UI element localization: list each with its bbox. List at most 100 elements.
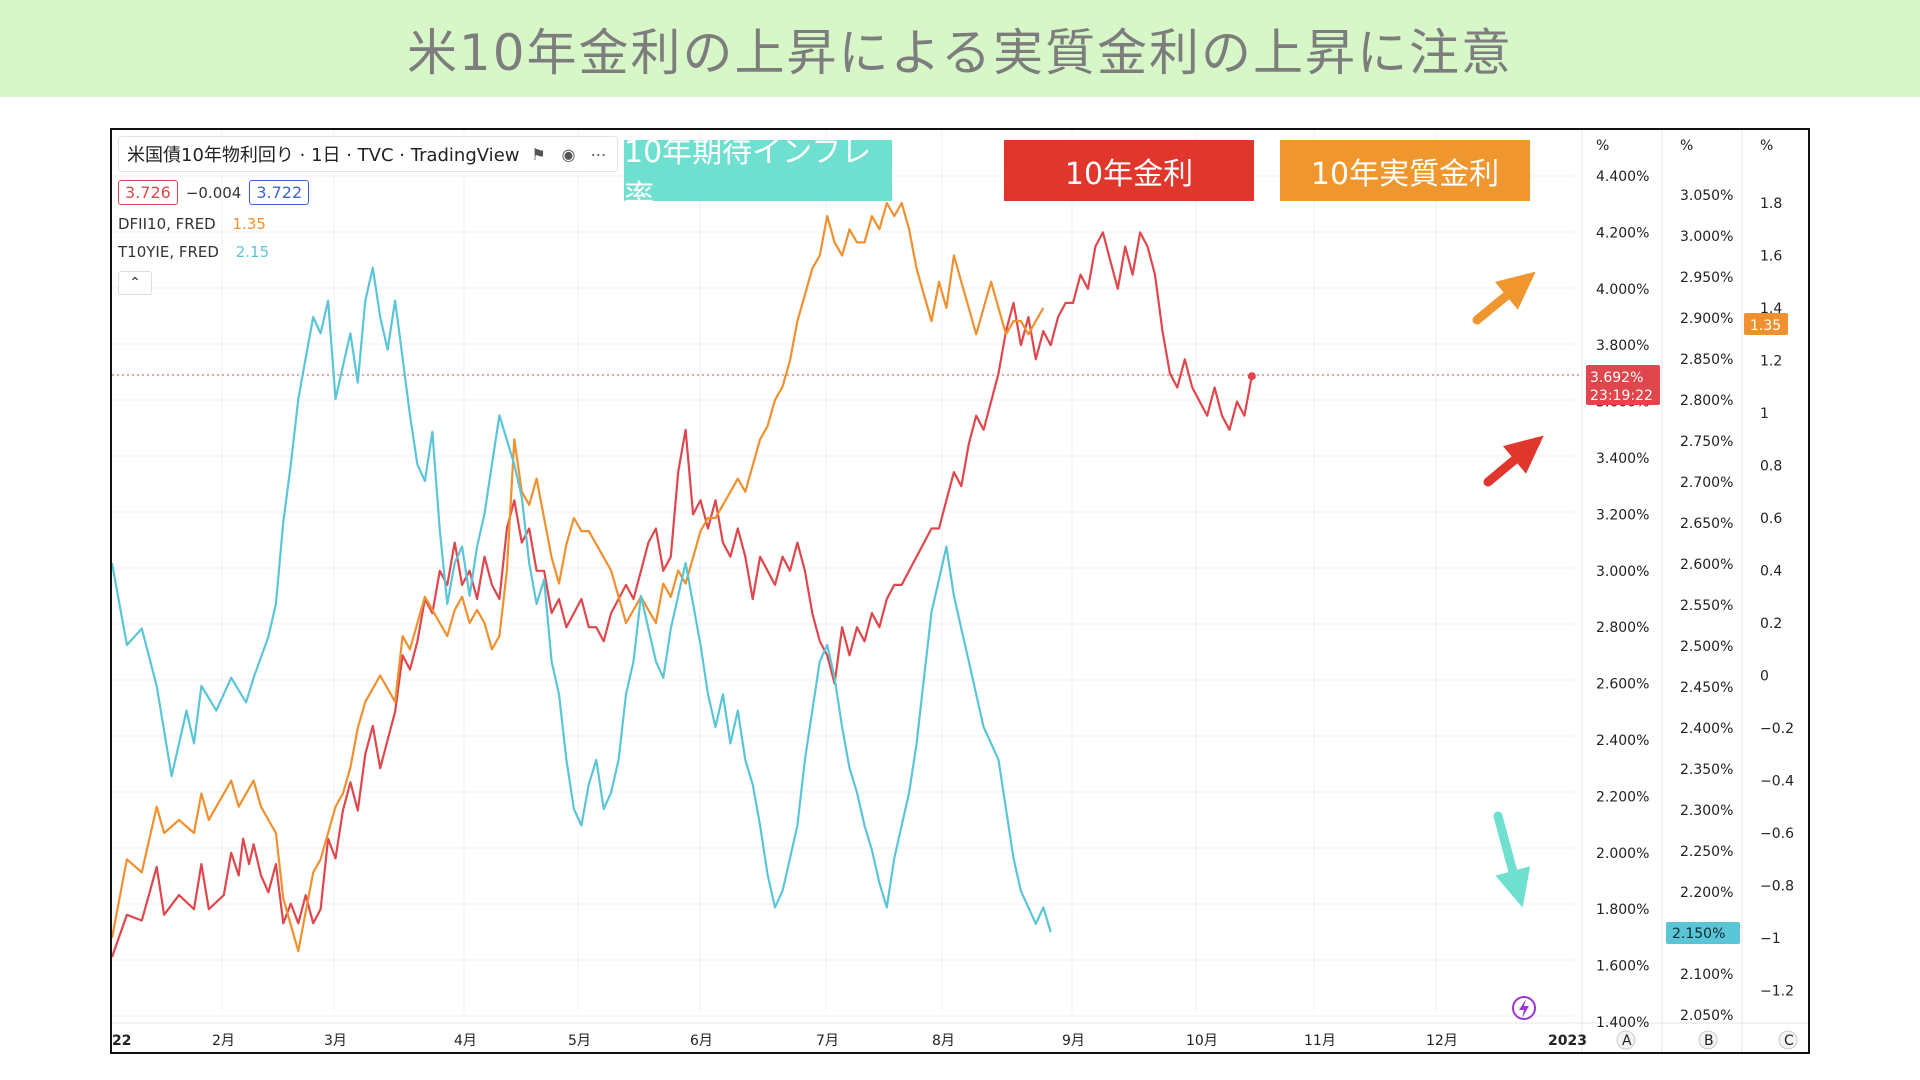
axis-c-tick-label: 1.6 — [1760, 249, 1782, 265]
badge-orange-value: 1.35 — [1750, 318, 1781, 334]
series-line-inflation[interactable] — [112, 266, 1052, 933]
axis-b-tick-label: 2.950% — [1680, 270, 1733, 286]
axis-a-tick-label: 3.800% — [1596, 338, 1649, 354]
axis-b-tick-label: 3.050% — [1680, 188, 1733, 204]
series-dfii10-name: DFII10, FRED — [118, 215, 216, 233]
chevron-up-icon: ⌃ — [129, 275, 141, 291]
symbol-title: 米国債10年物利回り · 1日 · TVC · TradingView — [127, 145, 520, 166]
axis-b-unit: % — [1680, 138, 1693, 154]
arrow-orange-head — [1494, 271, 1536, 310]
axis-a-tick-label: 4.400% — [1596, 169, 1649, 185]
x-tick-label: 4月 — [454, 1033, 477, 1049]
bid-price[interactable]: 3.726 — [118, 180, 178, 205]
flag-icon[interactable]: ⚑ — [531, 144, 546, 164]
arrow-cyan-head — [1495, 866, 1531, 908]
lightning-icon-bolt — [1519, 999, 1529, 1018]
x-tick-label: 2月 — [212, 1033, 235, 1049]
x-tick-label: 6月 — [690, 1033, 713, 1049]
axis-a-tick-label: 3.400% — [1596, 451, 1649, 467]
x-tick-label: 2023 — [1548, 1033, 1587, 1049]
axis-c-tick-label: 0 — [1760, 669, 1769, 685]
axis-b-button[interactable] — [1698, 1030, 1718, 1050]
axis-a-tick-label: 1.800% — [1596, 902, 1649, 918]
badge-red — [1586, 365, 1660, 405]
x-tick-label: 5月 — [568, 1033, 591, 1049]
axis-c-tick-label: 1 — [1760, 406, 1769, 422]
axis-c-tick-label: −0.8 — [1760, 879, 1794, 895]
chart-svg[interactable]: %%%4.400%4.200%4.000%3.800%3.600%3.400%3… — [112, 130, 1808, 1052]
axis-c-button-label[interactable]: C — [1784, 1033, 1794, 1049]
axis-b-tick-label: 3.000% — [1680, 229, 1733, 245]
axis-a-tick-label: 2.400% — [1596, 733, 1649, 749]
axis-b-tick-label: 2.050% — [1680, 1008, 1733, 1024]
axis-b-button-label[interactable]: B — [1704, 1033, 1714, 1049]
axis-b-tick-label: 2.100% — [1680, 967, 1733, 983]
series-dfii10[interactable]: DFII10, FRED 1.35 — [118, 215, 618, 233]
axis-c-button[interactable] — [1778, 1030, 1798, 1050]
axis-a-tick-label: 2.200% — [1596, 789, 1649, 805]
more-icon[interactable]: ⋯ — [590, 144, 607, 164]
badge-orange — [1744, 313, 1788, 335]
axis-a-tick-label: 1.600% — [1596, 959, 1649, 975]
badge-cyan-value: 2.150% — [1672, 926, 1725, 942]
x-tick-label: 22 — [112, 1033, 131, 1049]
x-tick-label: 3月 — [324, 1033, 347, 1049]
axis-b-tick-label: 2.900% — [1680, 311, 1733, 327]
x-tick-label: 11月 — [1304, 1033, 1336, 1049]
axis-c-tick-label: 0.6 — [1760, 511, 1782, 527]
axis-c-tick-label: −1 — [1760, 931, 1781, 947]
axis-b-tick-label: 2.800% — [1680, 393, 1733, 409]
banner-title: 米10年金利の上昇による実質金利の上昇に注意 — [406, 23, 1514, 82]
price-row: 3.726 −0.004 3.722 — [118, 180, 618, 205]
legend-10y-yield-label: 10年金利 — [1064, 156, 1194, 192]
legend-expected-inflation-label: 10年期待インフレ率 — [624, 134, 872, 214]
axis-b-tick-label: 2.300% — [1680, 803, 1733, 819]
series-t10yie[interactable]: T10YIE, FRED 2.15 — [118, 243, 618, 261]
axis-c-tick-label: −0.4 — [1760, 774, 1794, 790]
eye-icon[interactable]: ◉ — [561, 144, 576, 164]
axis-a-tick-label: 1.400% — [1596, 1015, 1649, 1031]
axis-a-tick-label: 3.000% — [1596, 564, 1649, 580]
chart-info-panel: 米国債10年物利回り · 1日 · TVC · TradingView ⚑ ◉ … — [118, 136, 619, 295]
axis-a-tick-label: 2.000% — [1596, 846, 1649, 862]
axis-c-tick-label: 0.2 — [1760, 616, 1782, 632]
legend-10y-yield: 10年金利 — [1004, 140, 1254, 201]
badge-red-time: 23:19:22 — [1590, 388, 1653, 404]
axis-b-tick-label: 2.600% — [1680, 557, 1733, 573]
x-tick-label: 8月 — [932, 1033, 955, 1049]
legend-expected-inflation: 10年期待インフレ率 — [624, 135, 892, 214]
x-tick-label: 7月 — [816, 1033, 839, 1049]
axis-a-button-label[interactable]: A — [1622, 1033, 1632, 1049]
axis-a-unit: % — [1596, 138, 1609, 154]
badge-red-value: 3.692% — [1590, 370, 1643, 386]
axis-c-unit: % — [1760, 138, 1773, 154]
series-t10yie-name: T10YIE, FRED — [118, 243, 219, 261]
lightning-icon[interactable] — [1512, 996, 1536, 1020]
x-tick-label: 10月 — [1186, 1033, 1218, 1049]
yield-endpoint-dot — [1247, 372, 1256, 381]
axis-b-tick-label: 2.250% — [1680, 844, 1733, 860]
collapse-legend-button[interactable]: ⌃ — [118, 271, 152, 295]
axis-b-tick-label: 2.650% — [1680, 516, 1733, 532]
chart-frame: %%%4.400%4.200%4.000%3.800%3.600%3.400%3… — [110, 128, 1810, 1054]
banner: 米10年金利の上昇による実質金利の上昇に注意 — [0, 0, 1920, 97]
badge-cyan — [1666, 922, 1740, 944]
series-line-real-yield[interactable] — [112, 201, 1045, 953]
axis-b-tick-label: 2.700% — [1680, 475, 1733, 491]
axis-a-tick-label: 2.600% — [1596, 677, 1649, 693]
price-change: −0.004 — [185, 183, 242, 202]
axis-c-tick-label: 1.2 — [1760, 354, 1782, 370]
axis-c-tick-label: 1.8 — [1760, 196, 1782, 212]
axis-b-tick-label: 2.350% — [1680, 762, 1733, 778]
arrow-red-head — [1502, 435, 1544, 474]
symbol-title-box[interactable]: 米国債10年物利回り · 1日 · TVC · TradingView ⚑ ◉ … — [118, 136, 619, 172]
axis-b-tick-label: 2.550% — [1680, 598, 1733, 614]
axis-c-tick-label: 0.4 — [1760, 564, 1782, 580]
ask-price[interactable]: 3.722 — [249, 180, 310, 205]
series-line-yield[interactable] — [112, 231, 1253, 958]
axis-c-tick-label: −0.2 — [1760, 721, 1794, 737]
axis-a-button[interactable] — [1616, 1030, 1636, 1050]
axis-c-tick-label: 0.8 — [1760, 459, 1782, 475]
axis-b-tick-label: 2.450% — [1680, 680, 1733, 696]
axis-c-tick-label: −1.2 — [1760, 984, 1794, 1000]
